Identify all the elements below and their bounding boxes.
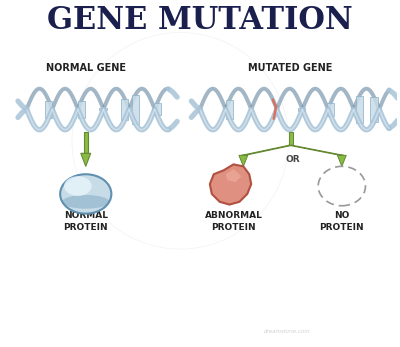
Bar xyxy=(84,132,88,153)
Polygon shape xyxy=(338,155,346,166)
Bar xyxy=(100,108,106,110)
Bar xyxy=(370,97,378,121)
Ellipse shape xyxy=(318,166,366,206)
Ellipse shape xyxy=(64,176,92,196)
Ellipse shape xyxy=(60,174,111,214)
Bar xyxy=(289,132,292,145)
Text: NORMAL
PROTEIN: NORMAL PROTEIN xyxy=(64,211,108,232)
Polygon shape xyxy=(81,153,91,166)
Bar xyxy=(356,96,363,123)
Bar xyxy=(132,95,139,124)
Bar xyxy=(45,101,52,118)
Polygon shape xyxy=(210,164,251,205)
Bar xyxy=(226,100,233,119)
Bar xyxy=(121,99,128,120)
Ellipse shape xyxy=(62,195,109,209)
Polygon shape xyxy=(242,145,292,155)
Text: OR: OR xyxy=(285,155,300,164)
Text: GENE MUTATION: GENE MUTATION xyxy=(47,5,353,36)
Text: MUTATED GENE: MUTATED GENE xyxy=(248,63,333,73)
Bar xyxy=(298,108,305,111)
Bar xyxy=(327,103,334,116)
Bar xyxy=(154,103,161,115)
Text: NO
PROTEIN: NO PROTEIN xyxy=(320,211,364,232)
Polygon shape xyxy=(239,155,248,166)
Text: dreamstime.com: dreamstime.com xyxy=(263,329,310,334)
Text: NORMAL GENE: NORMAL GENE xyxy=(46,63,126,73)
Polygon shape xyxy=(289,145,344,155)
Bar xyxy=(78,101,85,118)
Polygon shape xyxy=(226,169,241,182)
Text: ABNORMAL
PROTEIN: ABNORMAL PROTEIN xyxy=(204,211,262,232)
